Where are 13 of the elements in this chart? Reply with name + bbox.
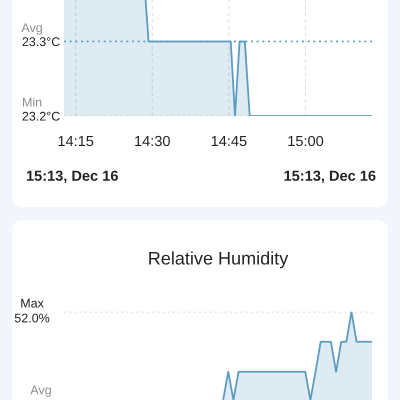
x-tick-label: 14:15 bbox=[58, 136, 94, 146]
y-tick-label: 23.2°C bbox=[22, 112, 60, 121]
x-tick-label: 14:30 bbox=[135, 136, 170, 146]
text: 15:13, Dec 16 bbox=[284, 170, 376, 184]
x-tick-label: 15:00 bbox=[288, 136, 324, 146]
ref-line-label: Avg bbox=[21, 23, 42, 35]
series-label: Max 52.0% bbox=[14, 298, 50, 322]
ref-line-label: Min bbox=[23, 97, 42, 106]
text: Avg bbox=[30, 386, 51, 397]
x-tick-label: 14:45 bbox=[212, 136, 247, 146]
text: 15:13, Dec 16 bbox=[26, 170, 118, 184]
y-tick-label: 23.3°C bbox=[22, 37, 60, 46]
chart-title: Relative Humidity bbox=[149, 251, 288, 268]
